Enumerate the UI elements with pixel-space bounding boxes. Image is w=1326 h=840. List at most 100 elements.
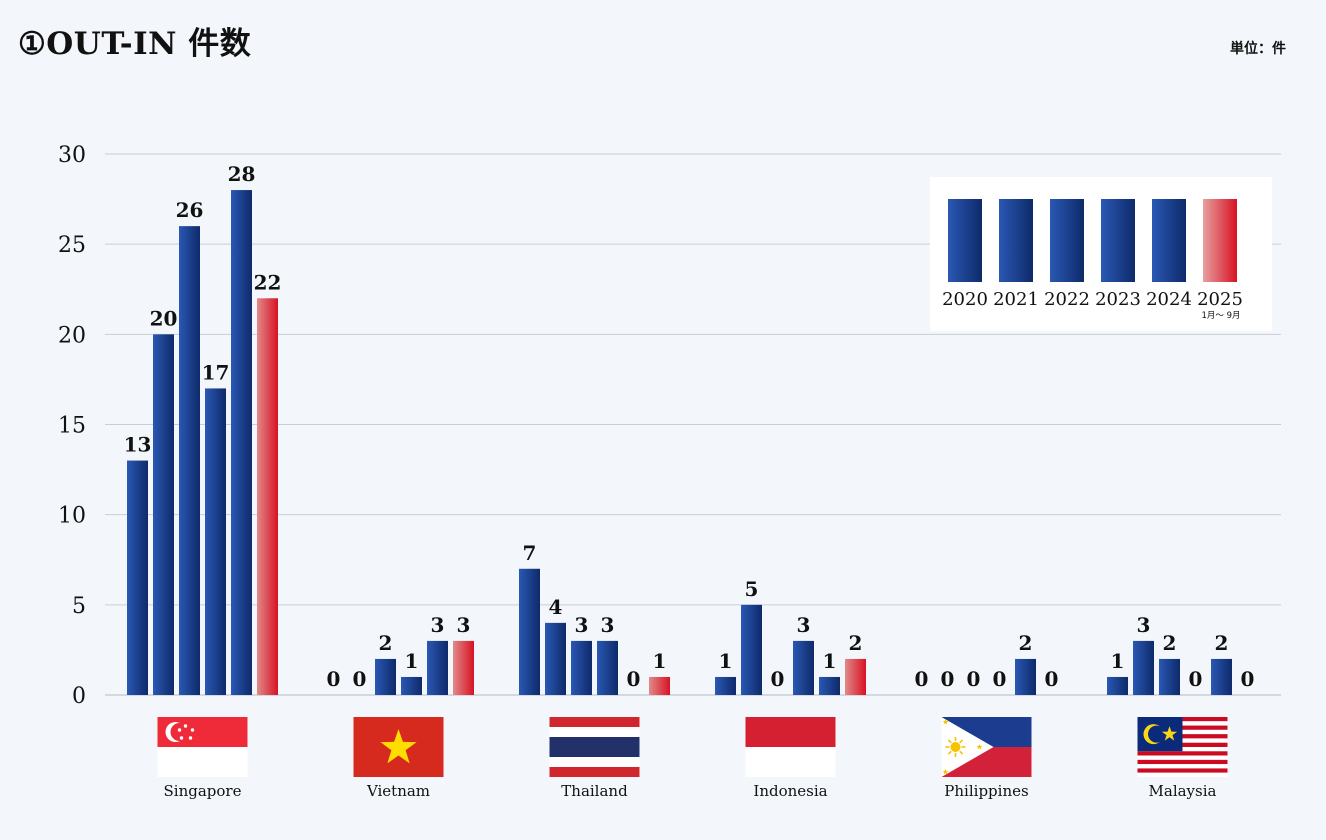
- star-icon: [976, 744, 983, 750]
- star-icon: [177, 728, 182, 732]
- bar: [179, 226, 200, 695]
- data-label: 28: [228, 162, 256, 186]
- sun-ray: [947, 750, 952, 755]
- bar: [1133, 640, 1154, 695]
- star-icon: [190, 728, 195, 732]
- bar: [715, 676, 736, 695]
- data-label: 2: [1163, 631, 1177, 655]
- bar: [1159, 658, 1180, 695]
- flag-stripe: [1137, 751, 1228, 756]
- data-label: 3: [431, 613, 445, 637]
- crescent-cut: [1148, 725, 1165, 743]
- data-label: 2: [1215, 631, 1229, 655]
- data-label: 3: [601, 613, 615, 637]
- category-label: Thailand: [561, 782, 628, 800]
- bar: [453, 640, 474, 695]
- category-label: Malaysia: [1149, 782, 1217, 800]
- y-tick-label: 10: [58, 504, 86, 529]
- data-label: 26: [176, 198, 204, 222]
- flag-band: [549, 737, 640, 757]
- flag-red-band: [745, 717, 836, 747]
- legend-swatch: [999, 199, 1033, 282]
- star-icon: [1161, 726, 1178, 741]
- star-icon: [942, 769, 949, 775]
- bar: [571, 640, 592, 695]
- star-icon: [380, 729, 417, 764]
- legend-swatch: [1203, 199, 1237, 282]
- grid-lines: [105, 153, 1281, 696]
- data-label: 0: [771, 667, 785, 691]
- bar: [741, 604, 762, 695]
- flag-stripe: [1137, 764, 1228, 769]
- category-label: Vietnam: [366, 782, 430, 800]
- bar: [205, 388, 226, 695]
- data-label: 2: [1019, 631, 1033, 655]
- bar: [401, 676, 422, 695]
- data-label: 17: [202, 360, 230, 384]
- bars: [127, 190, 1232, 696]
- category-label: Singapore: [164, 782, 242, 800]
- data-label: 22: [254, 270, 282, 294]
- legend-note: 1月～ 9月: [1201, 311, 1240, 321]
- malaysia-flag: [1137, 717, 1228, 777]
- philippines-flag: [941, 717, 1032, 777]
- bar: [649, 676, 670, 695]
- flag-stripe: [1137, 768, 1228, 773]
- category-label: Indonesia: [753, 782, 827, 800]
- indonesia-flag: [745, 717, 836, 777]
- star-icon: [183, 724, 188, 728]
- flag-band: [549, 717, 640, 727]
- flag-stripe: [1137, 755, 1228, 760]
- data-label: 0: [1189, 667, 1203, 691]
- legend-label: 2024: [1146, 289, 1192, 310]
- data-label: 13: [124, 433, 152, 457]
- star-icon: [942, 719, 949, 725]
- bar: [127, 460, 148, 695]
- data-label: 0: [1045, 667, 1059, 691]
- sun-ray: [947, 739, 952, 744]
- bar: [793, 640, 814, 695]
- sun-icon: [950, 742, 961, 752]
- flag-white-band: [157, 747, 248, 777]
- flag-band: [549, 727, 640, 737]
- crescent-cut: [170, 723, 189, 741]
- data-label: 0: [993, 667, 1007, 691]
- flag-white-triangle: [941, 717, 994, 777]
- bar: [819, 676, 840, 695]
- bar: [597, 640, 618, 695]
- bar: [519, 568, 540, 695]
- y-tick-label: 0: [72, 684, 86, 709]
- flag-white-band: [745, 747, 836, 777]
- star-icon: [179, 736, 184, 740]
- flags: [157, 717, 1228, 777]
- y-tick-label: 20: [58, 323, 86, 348]
- legend-label: 2020: [942, 289, 988, 310]
- data-label: 1: [1111, 649, 1125, 673]
- star-icon: [188, 736, 193, 740]
- flag-stripe: [1137, 759, 1228, 765]
- legend-swatch: [1152, 199, 1186, 282]
- legend-label: 2023: [1095, 289, 1141, 310]
- bar: [1015, 658, 1036, 695]
- legend-swatch: [1101, 199, 1135, 282]
- data-label: 20: [150, 306, 178, 330]
- y-axis-ticks: 0 5 10 15 20 25 30: [58, 143, 86, 709]
- bar: [545, 622, 566, 695]
- data-label: 7: [523, 541, 537, 565]
- data-label: 0: [353, 667, 367, 691]
- data-label: 2: [379, 631, 393, 655]
- bar: [153, 334, 174, 695]
- unit-label: 単位：件: [1230, 41, 1286, 57]
- data-label: 0: [941, 667, 955, 691]
- y-tick-label: 5: [72, 594, 86, 619]
- data-label: 1: [405, 649, 419, 673]
- legend-swatch: [948, 199, 982, 282]
- data-label: 0: [1241, 667, 1255, 691]
- y-tick-label: 30: [58, 143, 86, 168]
- vietnam-flag: [353, 717, 444, 777]
- bar: [427, 640, 448, 695]
- data-label: 0: [627, 667, 641, 691]
